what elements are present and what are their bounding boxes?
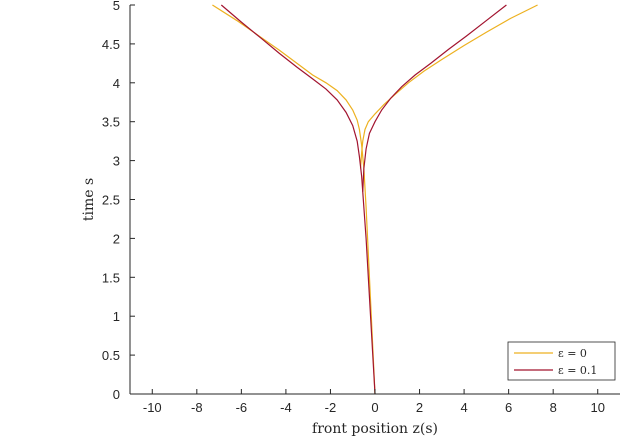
- x-tick-label: -6: [236, 400, 248, 415]
- y-tick-label: 2: [113, 231, 120, 246]
- x-tick-label: 8: [550, 400, 557, 415]
- y-tick-label: 3: [113, 154, 120, 169]
- legend-label: ε = 0.1: [558, 364, 597, 377]
- ticks: -10 -8 -6 -4 -2 0 2 4 6 8 10 0 0.5 1 1.5 2 2.5 3 3.5 4 4.5 5: [102, 0, 605, 415]
- series-1-branch-1-line: [362, 4, 507, 192]
- x-tick-label: -10: [143, 400, 162, 415]
- y-tick-label: 4.5: [102, 37, 120, 52]
- y-tick-label: 3.5: [102, 115, 120, 130]
- y-tick-label: 0.5: [102, 348, 120, 363]
- legend: ε = 0 ε = 0.1: [507, 341, 616, 381]
- y-tick-label: 1.5: [102, 270, 120, 285]
- y-axis-label: time s: [81, 178, 97, 221]
- legend-label: ε = 0: [558, 347, 587, 360]
- y-tick-label: 5: [113, 0, 120, 13]
- y-tick-label: 1: [113, 309, 120, 324]
- x-tick-label: -2: [325, 400, 337, 415]
- x-tick-label: 4: [460, 400, 467, 415]
- x-tick-label: 0: [371, 400, 378, 415]
- x-tick-label: -8: [191, 400, 203, 415]
- y-tick-label: 0: [113, 387, 120, 402]
- y-tick-label: 4: [113, 76, 120, 91]
- legend-box: [507, 341, 616, 381]
- series-0-branch-1-line: [359, 4, 538, 169]
- x-tick-label: 6: [505, 400, 512, 415]
- x-tick-label: -4: [280, 400, 292, 415]
- x-tick-label: 2: [416, 400, 423, 415]
- x-tick-label: 10: [590, 400, 604, 415]
- y-tick-label: 2.5: [102, 193, 120, 208]
- x-axis-label: front position z(s): [312, 421, 438, 437]
- axes: [129, 5, 620, 395]
- series-1-branch-0-line: [220, 4, 376, 395]
- series-layer: [212, 4, 538, 395]
- series-0-branch-0-line: [212, 4, 376, 395]
